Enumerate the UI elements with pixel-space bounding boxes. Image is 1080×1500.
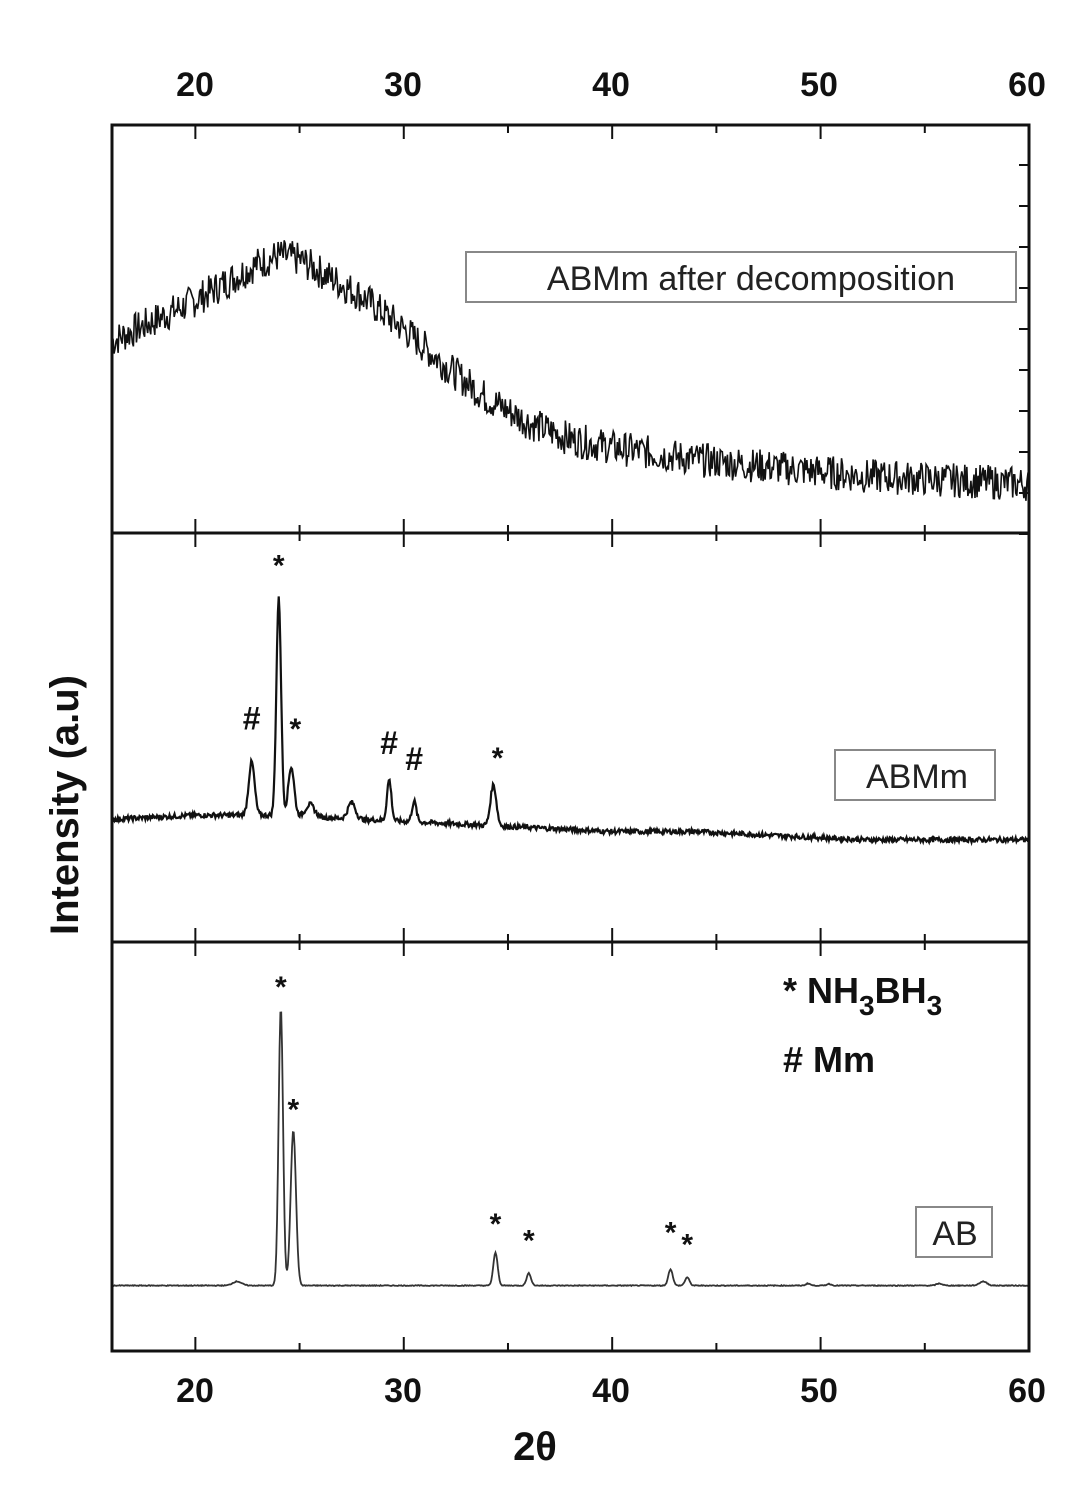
peak-markers: *# * # # **** * * *: [243, 550, 694, 1262]
legend-abmm: ABMm: [834, 749, 996, 801]
series-line-ab: [111, 1011, 1030, 1288]
bottom-tick-labels: 20 30 40 50 60: [176, 1372, 1046, 1410]
bottom-tick-label: 20: [176, 1372, 214, 1410]
star-marker: *: [290, 713, 302, 746]
x-axis-title: 2θ: [513, 1425, 557, 1469]
panel-frames: [110, 123, 1031, 1353]
key-hash-line: # Mm: [783, 1039, 875, 1080]
top-tick-label: 20: [176, 66, 214, 104]
star-marker: *: [492, 742, 504, 775]
legend-box: [915, 1206, 993, 1258]
top-tick-label: 50: [800, 66, 838, 104]
star-marker: *: [275, 971, 287, 1004]
bottom-tick-label: 40: [592, 1372, 630, 1410]
top-tick-label: 30: [384, 66, 422, 104]
bottom-tick-label: 50: [800, 1372, 838, 1410]
key-hash-phase: Mm: [813, 1039, 875, 1080]
star-marker: *: [490, 1208, 502, 1241]
key-star-sub1: 3: [859, 990, 875, 1021]
key-star-line: * NH3BH3: [783, 970, 942, 1021]
legend-decomposition: ABMm after decomposition: [465, 251, 1017, 303]
top-tick-label: 60: [1008, 66, 1046, 104]
plot-frame: [110, 123, 1031, 1353]
legend-box: [834, 749, 996, 801]
star-marker: *: [287, 1094, 299, 1127]
legend-box: [465, 251, 1017, 303]
key-star-sub2: 3: [927, 990, 943, 1021]
key-star-symbol: *: [783, 970, 797, 1011]
top-tick-labels: 20 30 40 50 60: [176, 66, 1046, 104]
marker-key: * NH3BH3 # Mm: [783, 970, 942, 1080]
series-line-decomposition: [111, 240, 1030, 501]
key-star-phase: NH: [807, 970, 859, 1011]
star-marker: *: [273, 550, 285, 583]
star-marker: *: [665, 1216, 677, 1249]
legend-label-ab: AB: [932, 1215, 977, 1253]
bottom-tick-label: 60: [1008, 1372, 1046, 1410]
legend-ab: AB: [915, 1206, 993, 1258]
top-tick-label: 40: [592, 66, 630, 104]
y-axis-title: Intensity (a.u): [43, 675, 87, 935]
series-line-abmm: [110, 596, 1031, 847]
series-layer: [110, 240, 1031, 1288]
bottom-tick-label: 30: [384, 1372, 422, 1410]
star-marker: *: [681, 1229, 693, 1262]
hash-marker: #: [380, 725, 398, 761]
star-marker: *: [523, 1224, 535, 1257]
axis-ticks: [194, 125, 1030, 1351]
key-hash-symbol: #: [783, 1039, 803, 1080]
legend-label-abmm: ABMm: [866, 758, 968, 796]
hash-marker: #: [243, 700, 261, 736]
key-star-mid: BH: [875, 970, 927, 1011]
legend-label-decomposition: ABMm after decomposition: [547, 260, 955, 298]
hash-marker: #: [405, 741, 423, 777]
